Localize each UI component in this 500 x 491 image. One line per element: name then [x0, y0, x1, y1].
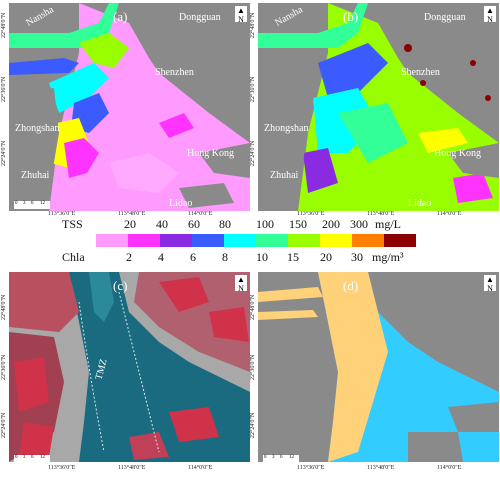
legend-swatch	[352, 234, 384, 247]
lat-tick: 22°24'0"N	[250, 140, 256, 166]
place-zhuhai-b: Zhuhai	[270, 170, 299, 181]
legend-chla-val: 6	[190, 250, 196, 264]
lon-tick: 114°0'0"E	[188, 465, 213, 471]
place-hongkong-a: Hong Kong	[187, 148, 234, 159]
place-zhongshan-b: Zhongshan	[264, 123, 309, 134]
legend-swatch	[224, 234, 256, 247]
legend-chla-val: 10	[256, 250, 268, 264]
legend-swatch	[320, 234, 352, 247]
legend-tss-val: 20	[124, 217, 136, 231]
map-d	[258, 272, 499, 462]
place-zhuhai-a: Zhuhai	[21, 170, 50, 181]
lon-tick: 113°36'0"E	[297, 465, 325, 471]
panel-label-b: (b)	[343, 9, 359, 24]
legend-swatch	[96, 234, 128, 247]
legend-tss-val: 300	[350, 217, 368, 231]
north-arrow-a: ▲ N	[235, 6, 247, 24]
lon-tick: 113°36'0"E	[48, 465, 76, 471]
north-arrow-d: ▲ N	[484, 275, 496, 293]
scalebar-c: 0 3 6 12	[14, 455, 50, 463]
lon-tick: 113°36'0"E	[297, 211, 325, 217]
panel-label-a: (a)	[113, 9, 128, 24]
north-arrow-c: ▲ N	[235, 275, 247, 293]
legend-swatch	[160, 234, 192, 247]
legend-chla-unit: mg/m³	[372, 250, 404, 264]
legend-chla-val: 30	[351, 250, 363, 264]
lon-tick: 113°48'0"E	[367, 211, 395, 217]
legend-chla-name: Chla	[62, 250, 85, 264]
legend-chla-val: 2	[126, 250, 132, 264]
map-c	[9, 272, 250, 462]
lon-tick: 113°48'0"E	[367, 465, 395, 471]
map-b	[258, 3, 499, 211]
panel-c: (c) TMZ ▲ N	[9, 272, 250, 462]
legend-colorbar	[96, 234, 416, 247]
lat-tick: 22°24'0"N	[250, 412, 256, 438]
legend-swatch	[256, 234, 288, 247]
legend-tss-val: 100	[256, 217, 274, 231]
place-lidao-a: Lidao	[169, 198, 193, 209]
lat-tick: 22°36'0"N	[1, 76, 7, 102]
legend-tss-val: 40	[156, 217, 168, 231]
legend-tss-val: 60	[188, 217, 200, 231]
lon-tick: 114°0'0"E	[437, 465, 462, 471]
legend-chla-val: 20	[320, 250, 332, 264]
lon-tick: 114°0'0"E	[188, 211, 213, 217]
lat-tick: 22°36'0"N	[250, 354, 256, 380]
panel-a: (a) Nansha Dongguan Shenzhen Zhongshan H…	[9, 3, 250, 211]
panel-label-c: (c)	[113, 278, 128, 293]
lat-tick: 22°48'0"N	[1, 294, 7, 320]
legend-tss-name: TSS	[62, 217, 83, 231]
panel-b: (b) Nansha Dongguan Shenzhen Zhongshan H…	[258, 3, 499, 211]
legend-tss-val: 150	[289, 217, 307, 231]
place-lidao-b: Lidao	[408, 198, 432, 209]
place-dongguan-b: Dongguan	[424, 12, 466, 23]
legend: TSS 20 40 60 80 100 150 200 300 mg/L Chl…	[0, 217, 500, 267]
legend-swatch	[384, 234, 416, 247]
place-shenzhen-a: Shenzhen	[155, 67, 194, 78]
legend-chla-val: 15	[287, 250, 299, 264]
place-shenzhen-b: Shenzhen	[401, 67, 440, 78]
legend-chla-val: 4	[158, 250, 164, 264]
scalebar-d: 0 3 6 12	[263, 455, 299, 463]
legend-swatch	[128, 234, 160, 247]
legend-tss-val: 200	[322, 217, 340, 231]
panel-d: (d) ▲ N	[258, 272, 499, 462]
place-dongguan-a: Dongguan	[179, 12, 221, 23]
legend-tss-unit: mg/L	[375, 217, 401, 231]
lon-tick: 113°48'0"E	[118, 211, 146, 217]
lon-tick: 114°0'0"E	[437, 211, 462, 217]
lat-tick: 22°48'0"N	[1, 12, 7, 38]
lat-tick: 22°24'0"N	[1, 140, 7, 166]
place-hongkong-b: Hong Kong	[434, 148, 481, 159]
legend-tss-val: 80	[219, 217, 231, 231]
legend-swatch	[288, 234, 320, 247]
north-arrow-b: ▲ N	[484, 6, 496, 24]
lon-tick: 113°48'0"E	[118, 465, 146, 471]
lon-tick: 113°36'0"E	[48, 211, 76, 217]
lat-tick: 22°24'0"N	[1, 412, 7, 438]
lat-tick: 22°48'0"N	[250, 12, 256, 38]
map-a	[9, 3, 250, 211]
scalebar-a: 0 3 6 12	[14, 201, 50, 209]
legend-chla-val: 8	[222, 250, 228, 264]
lat-tick: 22°36'0"N	[250, 76, 256, 102]
lat-tick: 22°36'0"N	[1, 354, 7, 380]
place-zhongshan-a: Zhongshan	[15, 123, 60, 134]
legend-swatch	[192, 234, 224, 247]
lat-tick: 22°48'0"N	[250, 294, 256, 320]
panel-label-d: (d)	[343, 278, 359, 293]
